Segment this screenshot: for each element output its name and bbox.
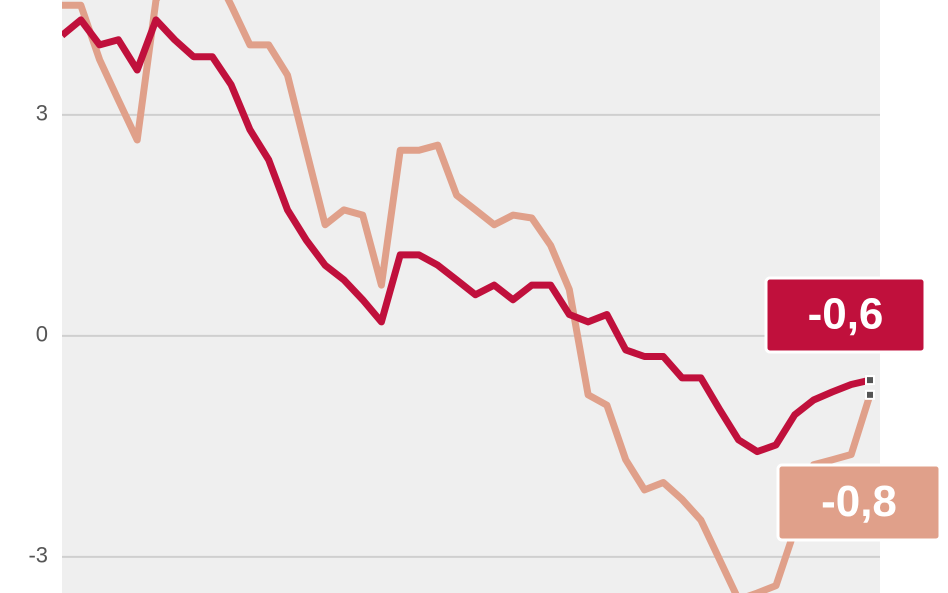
value-label: -0,6: [808, 290, 884, 339]
end-marker: [865, 389, 875, 400]
value-label-box: [776, 463, 942, 542]
y-tick-label: 0: [36, 322, 48, 347]
value-label: -0,8: [821, 477, 897, 526]
end-marker: [865, 375, 875, 386]
y-tick-label: 3: [36, 101, 48, 126]
data-line: [62, 16, 871, 456]
plot-area: [62, 0, 880, 593]
y-tick-label: -3: [28, 543, 48, 568]
value-label-box: [764, 276, 927, 354]
